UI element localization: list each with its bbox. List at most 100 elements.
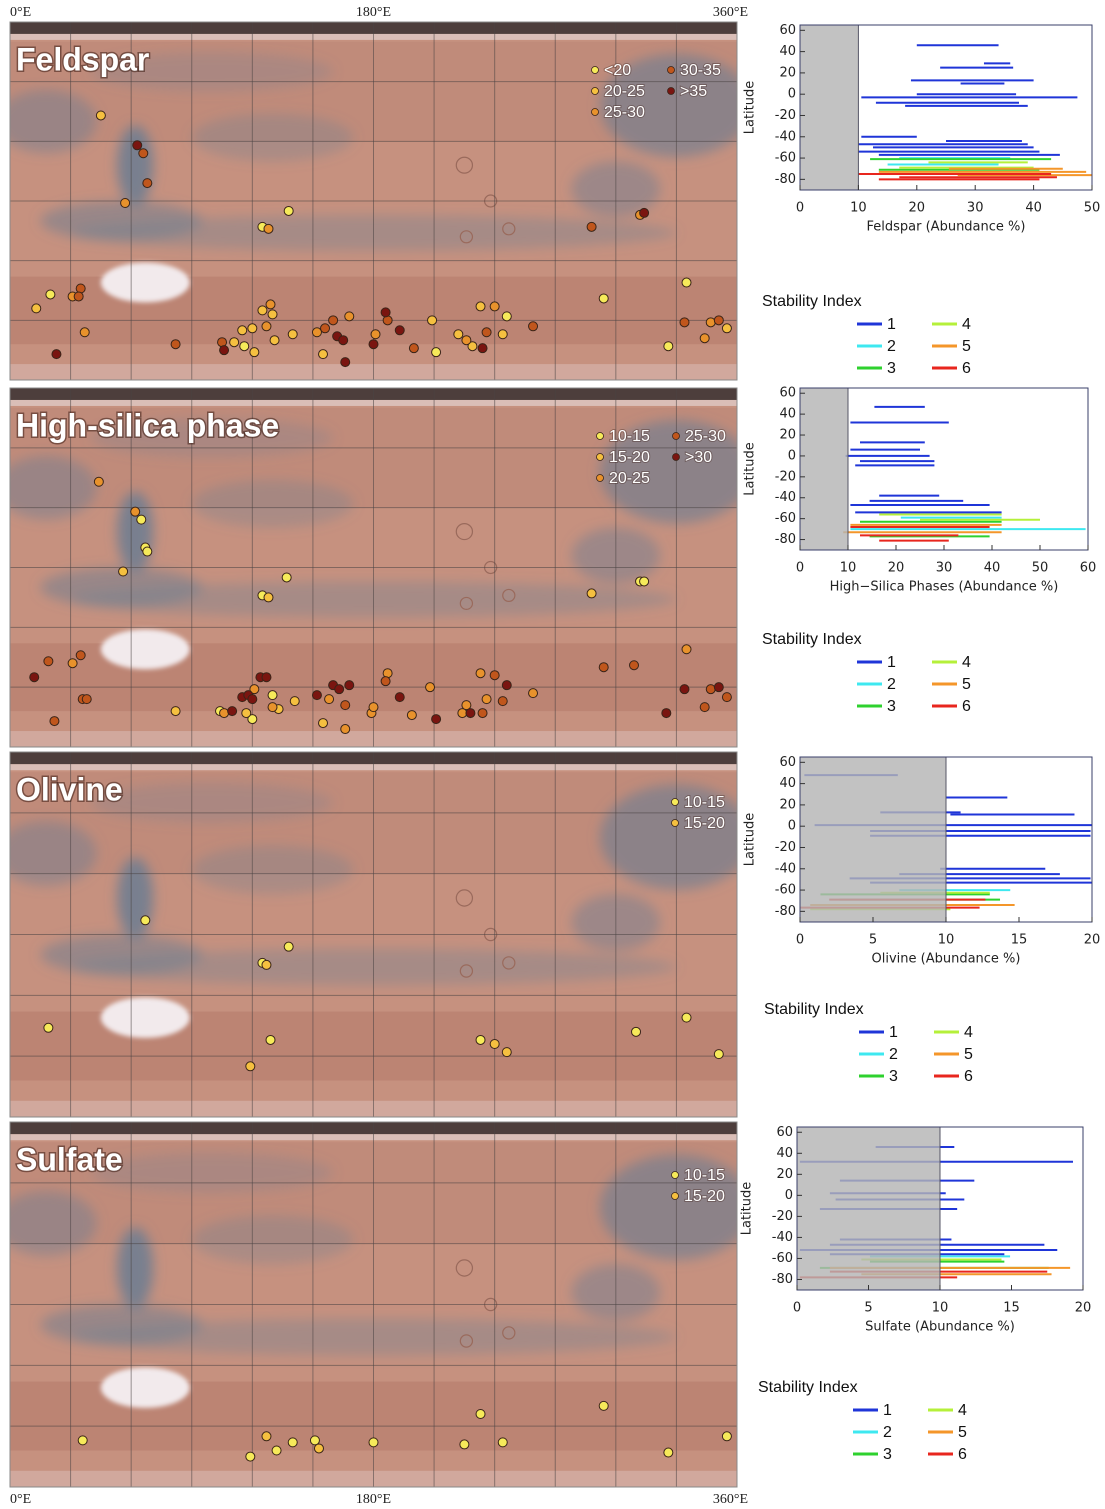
- site-dot: [369, 340, 378, 349]
- site-dot: [428, 316, 437, 325]
- x-tick-label: 5: [864, 1301, 872, 1316]
- site-dot: [312, 691, 321, 700]
- site-dot: [478, 709, 487, 718]
- y-tick-label: 0: [785, 1188, 793, 1203]
- legend-dot: [672, 820, 679, 827]
- legend-label: 2: [887, 338, 896, 355]
- figure: <2020-2525-3030-35>35Feldspar0°E180°E360…: [0, 0, 1105, 1509]
- y-tick-label: 20: [779, 797, 796, 812]
- legend-dot: [592, 88, 599, 95]
- site-dot: [381, 308, 390, 317]
- site-dot: [121, 198, 130, 207]
- site-dot: [282, 573, 291, 582]
- y-tick-label: 0: [788, 819, 796, 834]
- y-tick-label: 20: [779, 65, 796, 80]
- site-dot: [714, 1050, 723, 1059]
- site-dot: [722, 693, 731, 702]
- legend-label: 2: [887, 676, 896, 693]
- site-dot: [632, 1027, 641, 1036]
- legend-label: 6: [958, 1446, 967, 1463]
- legend-label: 5: [962, 676, 971, 693]
- legend-label: 4: [962, 654, 971, 671]
- site-dot: [682, 645, 691, 654]
- x-tick-label: 10: [840, 561, 857, 576]
- site-dot: [502, 312, 511, 321]
- site-dot: [220, 709, 229, 718]
- map-title: High-silica phase: [16, 407, 279, 443]
- site-dot: [329, 316, 338, 325]
- site-dot: [630, 661, 639, 670]
- site-dot: [76, 651, 85, 660]
- y-tick-label: -60: [775, 883, 796, 898]
- legend-label: 2: [883, 1424, 892, 1441]
- site-dot: [139, 149, 148, 158]
- legend-label: 5: [964, 1046, 973, 1063]
- site-dot: [339, 336, 348, 345]
- legend-label: 20-25: [609, 470, 650, 487]
- site-dot: [640, 208, 649, 217]
- site-dot: [680, 685, 689, 694]
- x-tick-label: 15: [1011, 933, 1028, 948]
- site-dot: [32, 304, 41, 313]
- x-tick-label: 10: [850, 201, 867, 216]
- site-dot: [478, 344, 487, 353]
- y-tick-label: -40: [772, 1230, 793, 1245]
- site-dot: [96, 111, 105, 120]
- site-dot: [341, 358, 350, 367]
- legend-label: 1: [889, 1024, 898, 1041]
- site-dot: [502, 681, 511, 690]
- site-dot: [381, 677, 390, 686]
- x-tick-label: 5: [869, 933, 877, 948]
- lon-tick-label: 0°E: [10, 1492, 31, 1507]
- site-dot: [143, 547, 152, 556]
- x-tick-label: 10: [932, 1301, 949, 1316]
- site-dot: [345, 312, 354, 321]
- site-dot: [52, 350, 61, 359]
- site-dot: [482, 328, 491, 337]
- detection-limit-shade: [800, 25, 858, 190]
- legend-title: Stability Index: [762, 631, 862, 648]
- site-dot: [498, 1438, 507, 1447]
- legend-label: 3: [883, 1446, 892, 1463]
- y-tick-label: -80: [775, 172, 796, 187]
- site-dot: [341, 701, 350, 710]
- detection-limit-shade: [800, 757, 946, 922]
- site-dot: [266, 1035, 275, 1044]
- x-tick-label: 0: [796, 201, 804, 216]
- site-dot: [476, 669, 485, 678]
- site-dot: [722, 324, 731, 333]
- site-dot: [262, 322, 271, 331]
- site-dot: [314, 1444, 323, 1453]
- legend-label: 3: [887, 698, 896, 715]
- site-dot: [476, 1035, 485, 1044]
- y-tick-label: -60: [775, 511, 796, 526]
- x-tick-label: 20: [909, 201, 926, 216]
- legend-dot: [597, 433, 604, 440]
- site-dot: [432, 348, 441, 357]
- site-dot: [171, 707, 180, 716]
- x-tick-label: 0: [793, 1301, 801, 1316]
- y-axis-label: Latitude: [740, 1182, 755, 1236]
- y-tick-label: 20: [776, 1167, 793, 1182]
- site-dot: [664, 1448, 673, 1457]
- site-dot: [82, 695, 91, 704]
- detection-limit-shade: [800, 388, 848, 550]
- legend-label: 1: [887, 654, 896, 671]
- y-axis-label: Latitude: [743, 442, 758, 496]
- site-dot: [345, 681, 354, 690]
- site-dot: [268, 703, 277, 712]
- legend-label: 1: [883, 1402, 892, 1419]
- lon-tick-label: 360°E: [713, 5, 748, 20]
- site-dot: [288, 1438, 297, 1447]
- lon-tick-label: 360°E: [713, 1492, 748, 1507]
- y-tick-label: -80: [775, 904, 796, 919]
- legend-dot: [668, 88, 675, 95]
- lon-tick-label: 0°E: [10, 5, 31, 20]
- site-dot: [395, 693, 404, 702]
- site-dot: [131, 507, 140, 516]
- legend-label: >35: [680, 83, 707, 100]
- site-dot: [119, 567, 128, 576]
- site-dot: [228, 707, 237, 716]
- legend-label: 5: [962, 338, 971, 355]
- site-dot: [369, 703, 378, 712]
